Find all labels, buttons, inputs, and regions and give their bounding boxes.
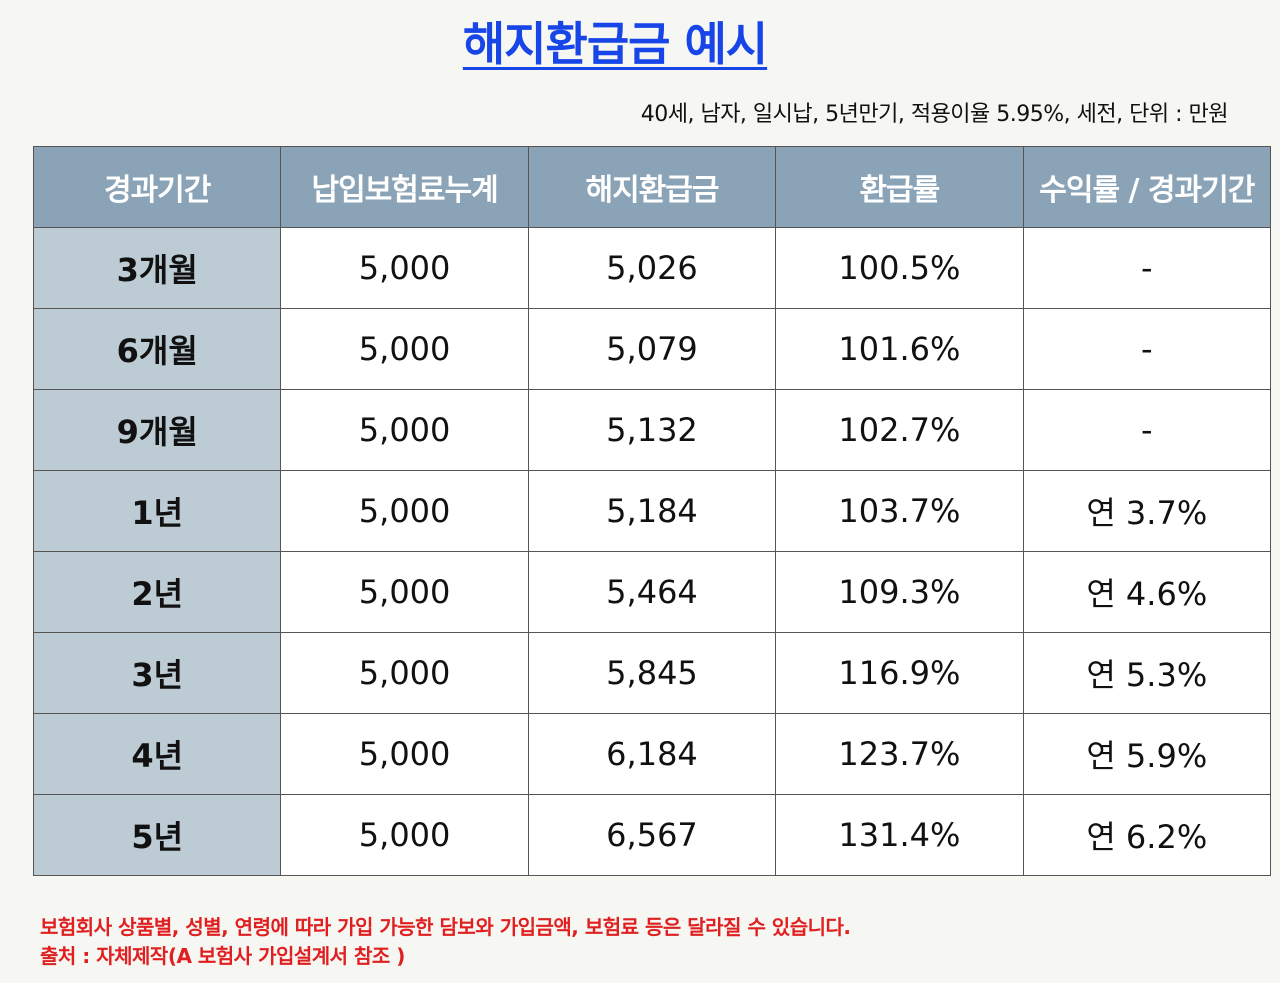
cell-refund-rate: 109.3% — [775, 551, 1024, 633]
cell-surrender-value: 5,845 — [527, 632, 777, 714]
table-row: 3년 5,000 5,845 116.9% 연 5.3% — [32, 632, 1272, 714]
table-row: 5년 5,000 6,567 131.4% 연 6.2% — [32, 794, 1272, 876]
cell-refund-rate: 102.7% — [775, 389, 1024, 471]
cell-surrender-value: 6,184 — [527, 713, 777, 795]
cell-refund-rate: 103.7% — [775, 470, 1024, 552]
cell-refund-rate: 101.6% — [775, 308, 1024, 390]
source-note: 출처 : 자체제작(A 보험사 가입설계서 참조 ) — [40, 944, 405, 968]
table-row: 2년 5,000 5,464 109.3% 연 4.6% — [32, 551, 1272, 633]
table-row: 1년 5,000 5,184 103.7% 연 3.7% — [32, 470, 1272, 552]
cell-period: 1년 — [32, 470, 282, 552]
table-row: 3개월 5,000 5,026 100.5% - — [32, 227, 1272, 309]
cell-refund-rate: 116.9% — [775, 632, 1024, 714]
cell-premium: 5,000 — [280, 794, 529, 876]
table-row: 6개월 5,000 5,079 101.6% - — [32, 308, 1272, 390]
cell-period: 5년 — [32, 794, 282, 876]
table-row: 4년 5,000 6,184 123.7% 연 5.9% — [32, 713, 1272, 795]
table-row: 9개월 5,000 5,132 102.7% - — [32, 389, 1272, 471]
cell-return-rate: - — [1022, 308, 1272, 390]
cell-premium: 5,000 — [280, 470, 529, 552]
cell-premium: 5,000 — [280, 551, 529, 633]
cell-surrender-value: 5,079 — [527, 308, 777, 390]
cell-return-rate: 연 5.9% — [1022, 713, 1272, 795]
table-conditions-caption: 40세, 남자, 일시납, 5년만기, 적용이율 5.95%, 세전, 단위 :… — [640, 102, 1229, 127]
header-return-rate: 수익률 / 경과기간 — [1022, 146, 1272, 228]
surrender-value-table: 경과기간 납입보험료누계 해지환급금 환급률 수익률 / 경과기간 3개월 5,… — [32, 146, 1272, 876]
header-refund-rate: 환급률 — [775, 146, 1024, 228]
cell-period: 3년 — [32, 632, 282, 714]
header-cumulative-premium: 납입보험료누계 — [280, 146, 529, 228]
cell-period: 9개월 — [32, 389, 282, 471]
cell-surrender-value: 5,464 — [527, 551, 777, 633]
table-header-row: 경과기간 납입보험료누계 해지환급금 환급률 수익률 / 경과기간 — [32, 146, 1272, 228]
cell-return-rate: 연 4.6% — [1022, 551, 1272, 633]
cell-period: 6개월 — [32, 308, 282, 390]
cell-refund-rate: 131.4% — [775, 794, 1024, 876]
cell-premium: 5,000 — [280, 632, 529, 714]
header-surrender-value: 해지환급금 — [527, 146, 777, 228]
cell-refund-rate: 123.7% — [775, 713, 1024, 795]
cell-surrender-value: 5,184 — [527, 470, 777, 552]
cell-premium: 5,000 — [280, 389, 529, 471]
cell-period: 2년 — [32, 551, 282, 633]
cell-premium: 5,000 — [280, 227, 529, 309]
cell-return-rate: - — [1022, 227, 1272, 309]
cell-surrender-value: 5,026 — [527, 227, 777, 309]
cell-return-rate: 연 5.3% — [1022, 632, 1272, 714]
cell-period: 4년 — [32, 713, 282, 795]
cell-refund-rate: 100.5% — [775, 227, 1024, 309]
cell-surrender-value: 5,132 — [527, 389, 777, 471]
cell-return-rate: - — [1022, 389, 1272, 471]
header-elapsed-period: 경과기간 — [32, 146, 282, 228]
cell-surrender-value: 6,567 — [527, 794, 777, 876]
cell-premium: 5,000 — [280, 308, 529, 390]
disclaimer-note: 보험회사 상품별, 성별, 연령에 따라 가입 가능한 담보와 가입금액, 보험… — [40, 915, 851, 939]
cell-return-rate: 연 3.7% — [1022, 470, 1272, 552]
cell-premium: 5,000 — [280, 713, 529, 795]
page-title: 해지환급금 예시 — [462, 17, 768, 71]
cell-return-rate: 연 6.2% — [1022, 794, 1272, 876]
cell-period: 3개월 — [32, 227, 282, 309]
